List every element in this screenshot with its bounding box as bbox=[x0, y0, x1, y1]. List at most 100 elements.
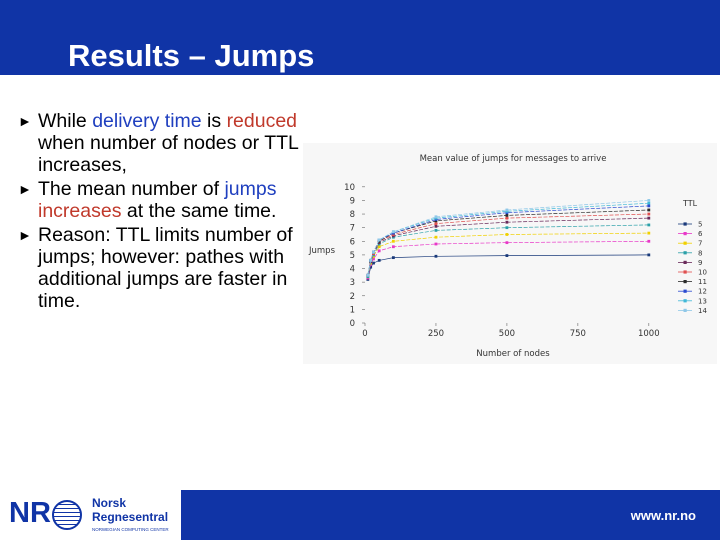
data-point-ttl-8 bbox=[647, 223, 651, 227]
legend-marker-ttl-11 bbox=[683, 280, 687, 284]
data-point-ttl-8 bbox=[434, 228, 438, 232]
bullet-arrow-icon: ► bbox=[18, 227, 32, 243]
bullet-text: The mean number of bbox=[38, 178, 225, 200]
data-point-ttl-14 bbox=[377, 238, 381, 242]
data-point-ttl-5 bbox=[391, 256, 395, 260]
legend-title: TTL bbox=[682, 199, 698, 208]
x-tick-label: 1000 bbox=[638, 329, 660, 339]
chart-title: Mean value of jumps for messages to arri… bbox=[420, 154, 607, 164]
nr-logo: NR Norsk Regnesentral NORWEGIAN COMPUTIN… bbox=[0, 490, 181, 540]
legend-marker-ttl-6 bbox=[683, 232, 687, 236]
data-point-ttl-6 bbox=[391, 245, 395, 249]
logo-letters: NR bbox=[9, 497, 51, 529]
legend-marker-ttl-8 bbox=[683, 251, 687, 255]
y-tick-label: 0 bbox=[350, 319, 355, 329]
data-point-ttl-6 bbox=[434, 242, 438, 246]
data-point-ttl-14 bbox=[647, 199, 651, 202]
jumps-chart: Mean value of jumps for messages to arri… bbox=[303, 143, 717, 364]
data-point-ttl-14 bbox=[391, 230, 395, 234]
bullet-item: ► While delivery time is reduced when num… bbox=[18, 110, 318, 176]
legend-marker-ttl-13 bbox=[683, 299, 687, 303]
data-point-ttl-7 bbox=[647, 231, 651, 235]
series-line-ttl-7 bbox=[367, 232, 649, 277]
data-point-ttl-6 bbox=[372, 257, 375, 261]
y-tick-label: 3 bbox=[350, 278, 355, 288]
data-point-ttl-14 bbox=[372, 250, 375, 254]
legend-marker-ttl-10 bbox=[683, 270, 687, 274]
data-point-ttl-6 bbox=[377, 249, 381, 253]
y-tick-label: 10 bbox=[344, 183, 355, 193]
data-point-ttl-10 bbox=[434, 222, 438, 225]
bullet-text: increases bbox=[38, 200, 122, 222]
data-point-ttl-9 bbox=[647, 216, 651, 220]
x-tick-label: 750 bbox=[570, 329, 586, 339]
header-bar bbox=[0, 0, 720, 75]
x-tick-label: 250 bbox=[428, 329, 444, 339]
data-point-ttl-7 bbox=[505, 233, 509, 236]
data-point-ttl-10 bbox=[647, 212, 651, 216]
bullet-text: reduced bbox=[226, 110, 298, 132]
bullet-text: is bbox=[201, 110, 227, 132]
chart-svg: Mean value of jumps for messages to arri… bbox=[308, 154, 707, 359]
bullet-text: While bbox=[38, 110, 93, 132]
bullet-item: ► The mean number of jumps increases at t… bbox=[18, 178, 318, 222]
logo-subtitle: NORWEGIAN COMPUTING CENTER bbox=[92, 527, 169, 532]
bullet-arrow-icon: ► bbox=[18, 113, 32, 129]
legend-label: 6 bbox=[698, 230, 703, 238]
bullet-text: at the same time. bbox=[121, 200, 277, 222]
data-point-ttl-7 bbox=[391, 239, 395, 243]
series-line-ttl-10 bbox=[367, 213, 649, 276]
data-point-ttl-7 bbox=[377, 245, 381, 249]
legend-marker-ttl-12 bbox=[683, 289, 687, 293]
data-point-ttl-6 bbox=[505, 241, 509, 245]
y-axis-label: Jumps bbox=[308, 246, 336, 256]
y-tick-label: 1 bbox=[350, 305, 355, 315]
data-point-ttl-9 bbox=[505, 220, 509, 224]
series-line-ttl-5 bbox=[367, 254, 649, 280]
series-line-ttl-6 bbox=[367, 240, 649, 279]
logo-name-line2: Regnesentral bbox=[92, 510, 169, 524]
data-point-ttl-14 bbox=[369, 258, 373, 262]
data-point-ttl-14 bbox=[434, 215, 438, 219]
legend-label: 11 bbox=[698, 278, 707, 286]
data-point-ttl-5 bbox=[372, 261, 375, 265]
data-point-ttl-13 bbox=[647, 201, 651, 205]
data-point-ttl-5 bbox=[434, 254, 438, 258]
x-tick-label: 0 bbox=[362, 329, 367, 339]
data-point-ttl-12 bbox=[647, 204, 651, 208]
data-point-ttl-14 bbox=[366, 273, 370, 277]
legend-label: 5 bbox=[698, 221, 702, 229]
legend-label: 7 bbox=[698, 240, 702, 248]
bullet-arrow-icon: ► bbox=[18, 181, 32, 197]
website-url[interactable]: www.nr.no bbox=[630, 508, 696, 523]
bullet-item: ► Reason: TTL limits number of jumps; how… bbox=[18, 224, 318, 312]
y-tick-label: 9 bbox=[350, 196, 355, 206]
legend-label: 14 bbox=[698, 307, 707, 315]
data-point-ttl-11 bbox=[505, 214, 509, 217]
bullet-text: delivery time bbox=[92, 110, 202, 132]
globe-icon bbox=[52, 500, 82, 530]
y-tick-label: 7 bbox=[350, 224, 355, 234]
legend-marker-ttl-9 bbox=[683, 260, 687, 264]
data-point-ttl-7 bbox=[434, 235, 438, 239]
legend-marker-ttl-14 bbox=[683, 308, 687, 312]
slide-title: Results – Jumps bbox=[68, 38, 315, 73]
data-point-ttl-8 bbox=[505, 226, 509, 230]
logo-name-line1: Norsk bbox=[92, 496, 127, 510]
legend-marker-ttl-5 bbox=[683, 222, 687, 226]
bullet-text: when number of nodes or TTL increases, bbox=[38, 132, 299, 176]
data-point-ttl-5 bbox=[369, 265, 373, 269]
y-tick-label: 4 bbox=[350, 265, 355, 275]
legend-label: 10 bbox=[698, 269, 707, 277]
data-point-ttl-5 bbox=[377, 258, 381, 262]
x-axis-label: Number of nodes bbox=[476, 349, 550, 359]
y-tick-label: 5 bbox=[350, 251, 355, 261]
bullet-list: ► While delivery time is reduced when num… bbox=[18, 110, 318, 314]
legend-label: 13 bbox=[698, 297, 707, 305]
legend-label: 9 bbox=[698, 259, 702, 267]
x-tick-label: 500 bbox=[499, 329, 515, 339]
legend-label: 8 bbox=[698, 249, 702, 257]
data-point-ttl-5 bbox=[505, 254, 509, 257]
data-point-ttl-5 bbox=[647, 253, 651, 257]
legend-label: 12 bbox=[698, 288, 707, 296]
